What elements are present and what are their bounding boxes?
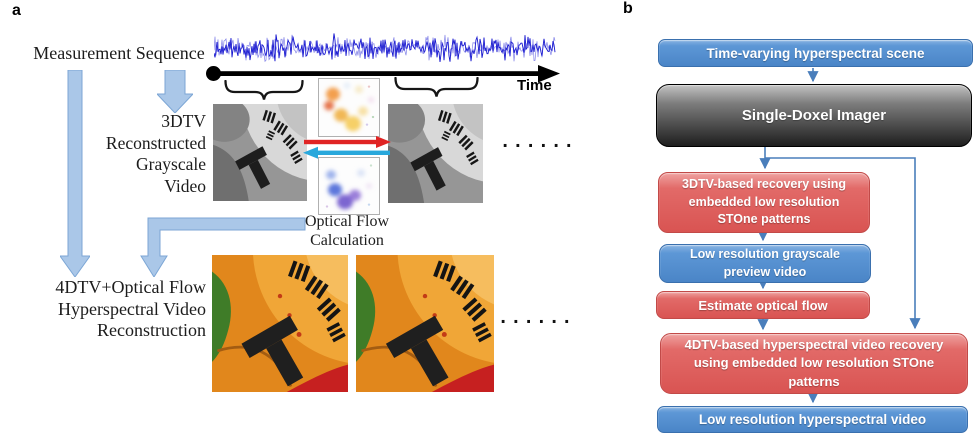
ellipsis-dots-top: ......: [500, 132, 577, 152]
short-down-arrow-icon: [157, 70, 193, 113]
hyperspectral-frame-2: [356, 255, 494, 392]
flowchart-box-3dtv-recovery: 3DTV-based recovery using embedded low r…: [658, 172, 870, 233]
grayscale-frame-1: [213, 104, 307, 201]
flowchart-box-preview-video: Low resolution grayscale preview video: [659, 244, 871, 283]
time-axis: [206, 65, 560, 83]
brace-frame-2-icon: [394, 77, 479, 97]
reconstructed-video-label: 3DTV Reconstructed Grayscale Video: [105, 111, 206, 196]
measurement-signal: [214, 33, 556, 63]
forward-flow-arrow-icon: [304, 136, 391, 148]
panel-b-label: b: [623, 0, 633, 17]
hyperspectral-frame-1: [212, 255, 348, 392]
flowchart-connectors: [757, 68, 921, 404]
measurement-sequence-label: Measurement Sequence: [33, 43, 205, 63]
l-shaped-arrow-icon: [140, 217, 306, 277]
long-down-arrow-icon: [60, 70, 90, 277]
time-axis-label: Time: [517, 77, 552, 94]
flowchart-box-imager: Single-Doxel Imager: [656, 84, 972, 147]
optical-flow-backward-image: [318, 157, 380, 215]
backward-flow-arrow-icon: [303, 146, 390, 159]
optical-flow-calculation-label: Optical Flow Calculation: [305, 213, 389, 249]
brace-frame-1-icon: [224, 80, 304, 100]
flowchart-box-4dtv-recovery: 4DTV-based hyperspectral video recovery …: [660, 333, 968, 394]
optical-flow-forward-image: [318, 78, 380, 137]
flowchart-box-scene: Time-varying hyperspectral scene: [658, 39, 973, 67]
flowchart-box-output-video: Low resolution hyperspectral video: [657, 406, 968, 433]
flowchart-box-estimate-flow: Estimate optical flow: [656, 291, 870, 319]
grayscale-frame-2: [388, 104, 483, 203]
hyperspectral-reconstruction-label: 4DTV+Optical Flow Hyperspectral Video Re…: [55, 277, 206, 340]
connector-imager-4dtv-branch: [765, 157, 921, 330]
ellipsis-dots-bottom: ......: [498, 308, 575, 328]
panel-a-label: a: [12, 2, 21, 19]
flow-direction-arrows: [303, 136, 391, 159]
